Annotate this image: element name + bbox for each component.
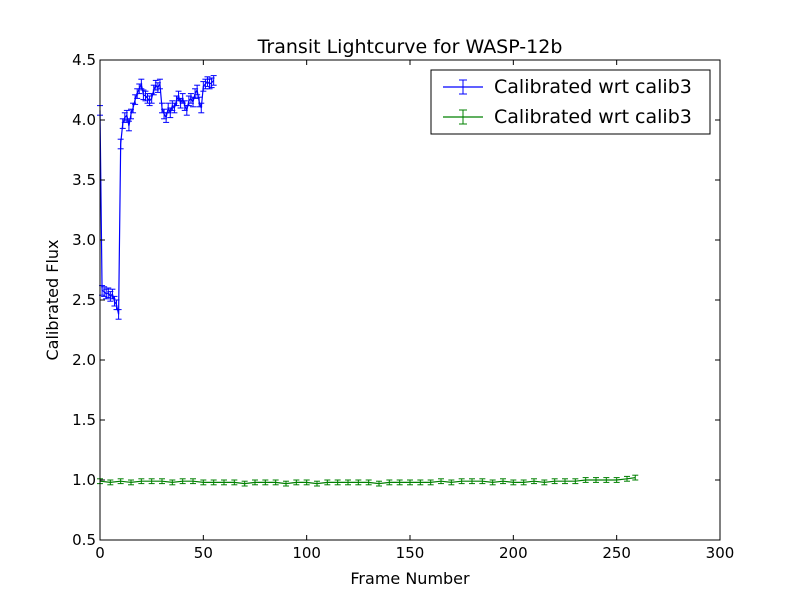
series-2-errorbar-6 [159, 478, 165, 485]
series-1-errorbar-55 [210, 75, 217, 86]
series-1 [97, 75, 217, 320]
x-tick-label-0: 0 [95, 544, 105, 562]
legend-entry-2: Calibrated wrt calib3 [443, 106, 692, 128]
legend-entry-1: Calibrated wrt calib3 [443, 76, 692, 98]
series-2-errorbar-52 [632, 474, 639, 481]
x-axis-label: Frame Number [350, 569, 470, 588]
series-2-errorbar-15 [252, 479, 258, 486]
series-2-errorbar-23 [334, 479, 341, 486]
legend-frame [430, 69, 711, 135]
plot-frame [99, 59, 721, 541]
y-tick-label-8: 4.5 [72, 51, 96, 69]
series-2-errorbar-7 [169, 479, 176, 486]
series-1-errorbar-13 [123, 109, 130, 121]
series-2-errorbar-33 [438, 478, 444, 485]
series-2-errorbar-47 [582, 477, 589, 483]
series-2-errorbar-2 [117, 478, 124, 485]
series-2-errorbar-3 [128, 479, 134, 486]
series-2-errorbar-49 [603, 477, 610, 483]
series-2-errorbar-32 [427, 479, 434, 486]
y-tick-label-1: 1.0 [72, 471, 96, 489]
series-2-errorbar-27 [376, 480, 382, 487]
series-2-errorbar-30 [407, 479, 413, 486]
series-1-errorbar-9 [115, 309, 122, 320]
x-tick-label-2: 100 [292, 544, 321, 562]
series-2-errorbar-35 [458, 478, 465, 485]
series-2-errorbar-8 [179, 478, 186, 485]
series-1-errorbar-29 [156, 78, 163, 90]
y-tick-label-2: 1.5 [72, 411, 96, 429]
y-tick-label-5: 3.0 [72, 231, 96, 249]
series-2-errorbar-13 [231, 479, 238, 486]
series-2-errorbar-38 [489, 479, 496, 486]
series-2-errorbar-11 [210, 479, 217, 486]
series-2-errorbar-19 [293, 479, 300, 486]
ticks-layer: 0 50 100 150 200 250 300 0.5 1.0 1.5 2.0 2.5 3.0 3.5 4… [72, 51, 734, 562]
series-2-errorbar-29 [396, 479, 403, 486]
series-2-errorbar-48 [593, 477, 599, 483]
series-2-errorbar-51 [624, 475, 630, 482]
series-1-errorbar-14 [125, 120, 132, 132]
series-2-errorbar-45 [562, 478, 568, 485]
series-2-errorbar-22 [324, 479, 331, 486]
x-tick-label-5: 250 [602, 544, 631, 562]
series-2-errorbar-18 [283, 480, 289, 487]
series-1-errorbar-10 [117, 138, 124, 150]
series-2-errorbar-50 [613, 477, 620, 483]
x-tick-label-6: 300 [706, 544, 735, 562]
series-2-errorbar-26 [365, 479, 372, 486]
x-tick-label-4: 200 [499, 544, 528, 562]
series-2-errorbar-14 [241, 480, 248, 487]
series-2-errorbar-41 [520, 479, 527, 486]
series-1-errorbar-49 [198, 102, 205, 114]
series-2-errorbar-31 [417, 479, 424, 486]
series-1-errorbar-20 [138, 78, 145, 90]
series-2-errorbar-46 [572, 478, 579, 485]
series-2-errorbar-44 [551, 478, 558, 485]
series-2-errorbar-12 [221, 479, 227, 486]
series-2-errorbar-28 [386, 479, 393, 486]
legend-label-1: Calibrated wrt calib3 [494, 76, 692, 98]
series-2-errorbar-10 [200, 479, 207, 486]
y-tick-label-3: 2.0 [72, 351, 96, 369]
legend: Calibrated wrt calib3 Calibrated wrt cal… [430, 69, 711, 135]
series-2-errorbar-21 [314, 480, 320, 487]
series-2-errorbar-25 [355, 479, 362, 486]
series-2-errorbar-34 [448, 479, 455, 486]
x-tick-label-3: 150 [396, 544, 425, 562]
x-tick-label-1: 50 [194, 544, 213, 562]
y-tick-label-7: 4.0 [72, 111, 96, 129]
chart-title: Transit Lightcurve for WASP-12b [257, 36, 563, 58]
series-2-errorbar-16 [262, 479, 269, 486]
y-tick-label-0: 0.5 [72, 531, 96, 549]
series-2-errorbar-5 [148, 478, 155, 485]
series-2-errorbar-17 [272, 479, 279, 486]
series-2-errorbar-42 [531, 478, 537, 485]
series-2-errorbar-43 [541, 479, 548, 486]
series-2-errorbar-20 [303, 479, 310, 486]
series-2-errorbar-1 [107, 479, 114, 486]
series-2-errorbar-9 [190, 478, 196, 485]
series-2-errorbar-40 [510, 479, 517, 486]
series-2-errorbar-4 [138, 478, 145, 485]
plot-area [100, 60, 720, 540]
legend-label-2: Calibrated wrt calib3 [494, 106, 692, 128]
series-2-errorbar-24 [345, 479, 351, 486]
series-layer [97, 75, 639, 487]
series-1-errorbar-47 [194, 84, 201, 96]
y-tick-label-4: 2.5 [72, 291, 96, 309]
series-2-errorbar-39 [500, 478, 506, 485]
y-axis-label: Calibrated Flux [43, 239, 62, 360]
series-2-errorbar-36 [469, 478, 475, 485]
series-2-errorbar-37 [479, 478, 486, 485]
y-tick-label-6: 3.5 [72, 171, 96, 189]
series-2 [97, 474, 639, 487]
